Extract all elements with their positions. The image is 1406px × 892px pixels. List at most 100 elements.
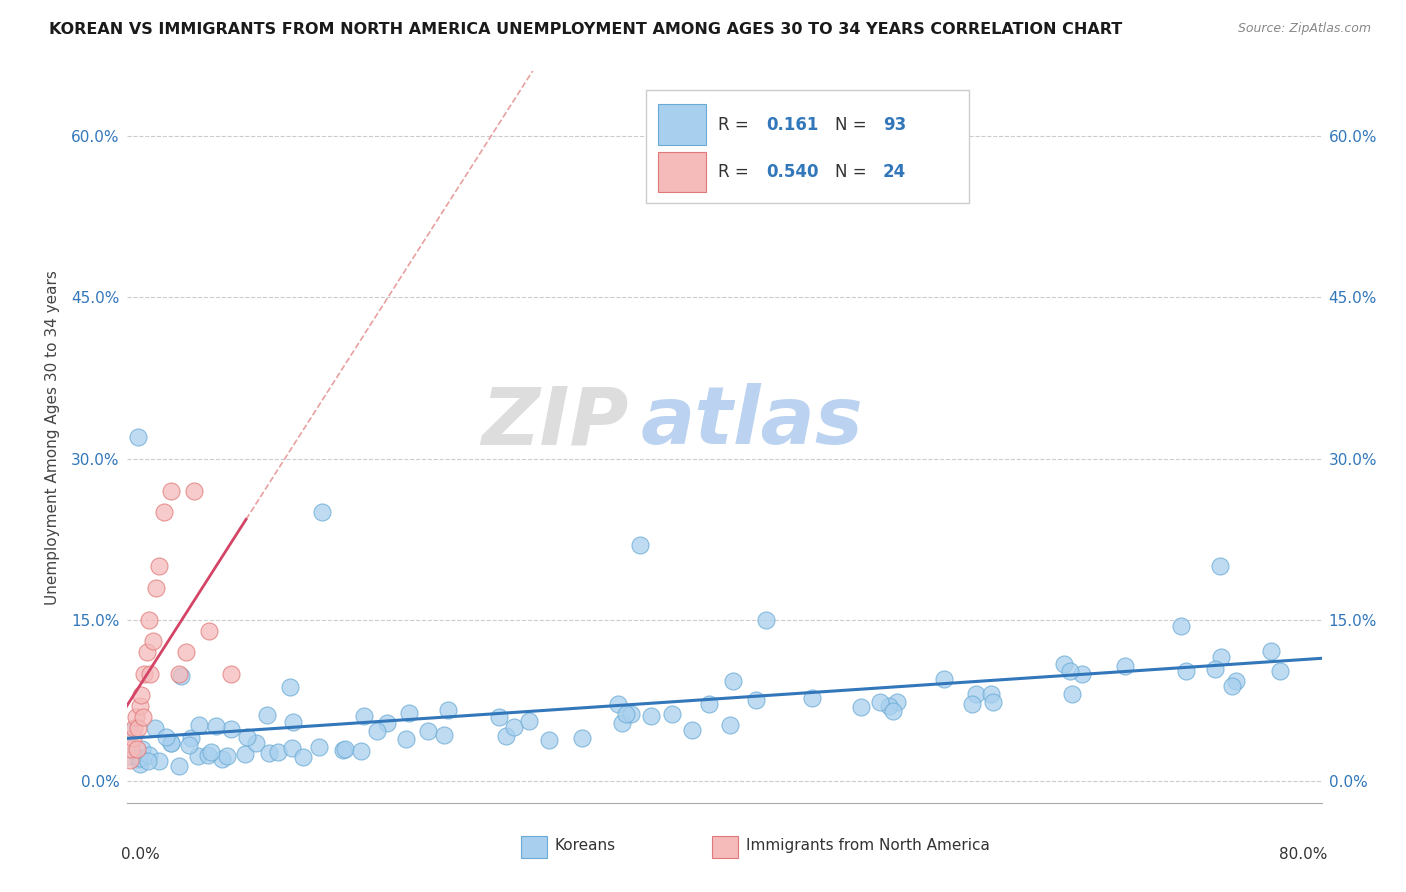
- Point: [188, 718, 211, 732]
- Text: R =: R =: [718, 163, 754, 181]
- Point: [1225, 673, 1247, 688]
- Point: [308, 739, 330, 754]
- Text: 80.0%: 80.0%: [1279, 847, 1327, 862]
- Point: [131, 688, 153, 702]
- Text: 0.161: 0.161: [766, 116, 818, 134]
- Point: [233, 747, 256, 761]
- Point: [129, 756, 152, 771]
- Point: [167, 666, 190, 681]
- Point: [139, 666, 162, 681]
- Point: [131, 742, 153, 756]
- Point: [125, 742, 148, 756]
- Point: [219, 666, 242, 681]
- Point: [278, 681, 301, 695]
- Text: Source: ZipAtlas.com: Source: ZipAtlas.com: [1237, 22, 1371, 36]
- Bar: [520, 836, 547, 858]
- Point: [877, 698, 900, 713]
- Point: [153, 505, 176, 519]
- Point: [169, 759, 191, 773]
- Point: [612, 716, 634, 731]
- Point: [292, 750, 315, 764]
- Text: 93: 93: [883, 116, 907, 134]
- Point: [132, 710, 155, 724]
- Point: [235, 730, 257, 744]
- Point: [886, 695, 908, 709]
- Point: [1059, 664, 1081, 678]
- Point: [122, 721, 145, 735]
- Point: [1209, 649, 1232, 664]
- Point: [661, 706, 683, 721]
- Point: [882, 704, 904, 718]
- Point: [200, 745, 222, 759]
- Point: [745, 693, 768, 707]
- Point: [211, 752, 233, 766]
- Point: [869, 695, 891, 709]
- Point: [143, 721, 166, 735]
- Point: [120, 725, 142, 739]
- Point: [145, 581, 167, 595]
- Point: [981, 695, 1004, 709]
- Point: [1209, 559, 1232, 574]
- Point: [1260, 644, 1282, 658]
- Point: [433, 728, 456, 742]
- Point: [495, 729, 517, 743]
- Text: N =: N =: [835, 163, 872, 181]
- Point: [183, 483, 205, 498]
- Point: [697, 697, 720, 711]
- Point: [197, 748, 219, 763]
- Point: [118, 753, 141, 767]
- Point: [1220, 679, 1243, 693]
- Y-axis label: Unemployment Among Ages 30 to 34 years: Unemployment Among Ages 30 to 34 years: [45, 269, 60, 605]
- Point: [960, 697, 983, 711]
- Point: [416, 724, 439, 739]
- Point: [127, 721, 149, 735]
- FancyBboxPatch shape: [647, 90, 969, 203]
- Point: [537, 733, 560, 747]
- Point: [1071, 666, 1094, 681]
- Point: [121, 731, 143, 746]
- Text: ZIP: ZIP: [481, 384, 628, 461]
- Point: [160, 483, 183, 498]
- Point: [437, 703, 460, 717]
- Point: [332, 743, 354, 757]
- Bar: [658, 152, 706, 192]
- Point: [681, 723, 703, 737]
- Text: Koreans: Koreans: [554, 838, 616, 854]
- Point: [142, 634, 165, 648]
- Point: [335, 742, 357, 756]
- Text: N =: N =: [835, 116, 872, 134]
- Point: [1053, 657, 1076, 672]
- Point: [640, 709, 662, 723]
- Point: [124, 710, 146, 724]
- Point: [148, 754, 170, 768]
- Point: [160, 736, 183, 750]
- Point: [311, 505, 333, 519]
- Point: [1268, 664, 1291, 678]
- Point: [205, 719, 228, 733]
- Point: [800, 690, 823, 705]
- Point: [720, 718, 742, 732]
- Point: [127, 752, 149, 766]
- Point: [215, 748, 238, 763]
- Point: [628, 538, 651, 552]
- Text: KOREAN VS IMMIGRANTS FROM NORTH AMERICA UNEMPLOYMENT AMONG AGES 30 TO 34 YEARS C: KOREAN VS IMMIGRANTS FROM NORTH AMERICA …: [49, 22, 1122, 37]
- Point: [620, 706, 643, 721]
- Point: [120, 742, 142, 756]
- Point: [174, 645, 197, 659]
- Point: [614, 706, 637, 721]
- Point: [723, 673, 745, 688]
- Point: [187, 749, 209, 764]
- Text: atlas: atlas: [640, 384, 863, 461]
- Point: [281, 714, 304, 729]
- Point: [1170, 619, 1192, 633]
- Point: [488, 710, 510, 724]
- Point: [350, 744, 373, 758]
- Point: [136, 645, 159, 659]
- Point: [117, 749, 139, 764]
- Point: [517, 714, 540, 728]
- Point: [245, 736, 267, 750]
- Point: [281, 741, 304, 756]
- Point: [177, 738, 200, 752]
- Text: Immigrants from North America: Immigrants from North America: [745, 838, 990, 854]
- Point: [1060, 687, 1083, 701]
